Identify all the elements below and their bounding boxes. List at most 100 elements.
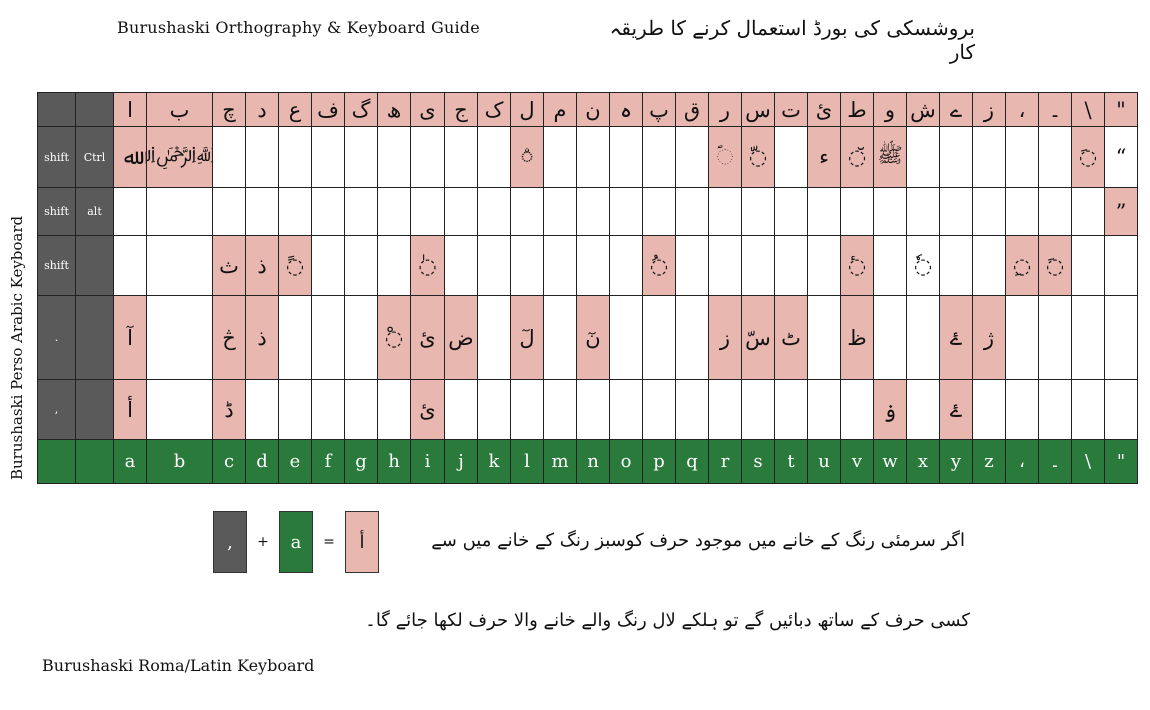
arabic-key-cell: ◌ٰ	[411, 236, 445, 296]
arabic-key-cell	[1072, 236, 1105, 296]
arabic-key-cell: ٹ	[775, 296, 808, 380]
arabic-key-cell: ز	[709, 296, 742, 380]
arabic-key-cell	[610, 380, 643, 440]
arabic-key-cell: ق	[676, 93, 709, 127]
arabic-key-cell: ◌̆	[841, 127, 874, 188]
arabic-key-cell: أ	[114, 380, 147, 440]
arabic-key-cell	[940, 188, 973, 236]
arabic-key-cell	[940, 236, 973, 296]
arabic-key-cell	[610, 127, 643, 188]
arabic-key-cell: ض	[445, 296, 478, 380]
arabic-key-cell: آ	[114, 296, 147, 380]
arabic-key-cell: ئ	[411, 380, 445, 440]
arabic-key-cell	[775, 127, 808, 188]
modifier-cell: ,	[38, 380, 76, 440]
arabic-key-cell: د	[246, 93, 279, 127]
arabic-key-cell: ◌َ	[1039, 236, 1072, 296]
arabic-key-cell: نٓ	[577, 296, 610, 380]
arabic-key-cell	[676, 296, 709, 380]
arabic-key-cell	[1006, 380, 1039, 440]
arabic-key-cell: ﷲ	[114, 127, 147, 188]
arabic-key-cell	[411, 188, 445, 236]
arabic-key-cell: ز	[973, 93, 1006, 127]
arabic-key-cell	[709, 380, 742, 440]
arabic-key-cell	[378, 188, 411, 236]
arabic-key-cell: ◌ُ	[643, 236, 676, 296]
arabic-key-cell	[676, 380, 709, 440]
arabic-key-cell: ک	[478, 93, 511, 127]
latin-key-cell: z	[973, 440, 1006, 484]
arabic-key-cell: و	[874, 93, 907, 127]
arabic-key-cell	[246, 380, 279, 440]
latin-key-cell: t	[775, 440, 808, 484]
example-grey-key: ,	[213, 511, 247, 573]
arabic-key-cell	[279, 188, 312, 236]
arabic-key-cell	[973, 380, 1006, 440]
arabic-key-cell	[312, 127, 345, 188]
arabic-key-cell: ر	[709, 93, 742, 127]
arabic-key-cell: "	[1105, 93, 1138, 127]
arabic-key-cell	[312, 380, 345, 440]
arabic-key-cell	[147, 188, 213, 236]
latin-key-cell: l	[511, 440, 544, 484]
arabic-key-cell: ج	[445, 93, 478, 127]
arabic-key-cell	[676, 236, 709, 296]
arabic-key-cell: ظ	[841, 296, 874, 380]
latin-key-cell: k	[478, 440, 511, 484]
arabic-key-cell	[577, 236, 610, 296]
arabic-key-cell	[213, 188, 246, 236]
arabic-key-cell	[511, 188, 544, 236]
arabic-key-cell: ◌ۨ	[511, 127, 544, 188]
arabic-key-cell: ◌ّ	[742, 127, 775, 188]
arabic-key-cell	[808, 188, 841, 236]
arabic-key-cell: ھ	[378, 93, 411, 127]
arabic-key-cell	[411, 127, 445, 188]
arabic-key-cell	[312, 188, 345, 236]
arabic-key-cell	[378, 236, 411, 296]
equals-sign: =	[323, 534, 335, 550]
arabic-key-cell: ہ	[610, 93, 643, 127]
arabic-key-cell: ،	[1006, 93, 1039, 127]
modifier-cell: .	[38, 296, 76, 380]
arabic-key-cell	[114, 188, 147, 236]
arabic-key-cell	[312, 296, 345, 380]
arabic-key-cell	[709, 236, 742, 296]
arabic-key-cell	[907, 127, 940, 188]
arabic-key-cell: گ	[345, 93, 378, 127]
arabic-key-cell	[1105, 380, 1138, 440]
arabic-key-cell	[544, 296, 577, 380]
latin-key-cell: o	[610, 440, 643, 484]
arabic-key-cell	[378, 380, 411, 440]
latin-key-cell: a	[114, 440, 147, 484]
example-equation: , + a = أ	[213, 511, 379, 573]
arabic-key-cell	[345, 127, 378, 188]
grid-row: ا ب چ د ع ف گ ھ ی ج ک ل م ن ہ پ ق ر س ت ئ ط و ش ے ز ، ۔ \ "	[38, 93, 1138, 127]
latin-key-cell: "	[1105, 440, 1138, 484]
keyboard-grid: ا ب چ د ع ف گ ھ ی ج ک ل م ن ہ پ ق ر س ت ئ ط و ش ے ز ، ۔ \ " shift Ctrl ﷲ…	[37, 92, 1138, 484]
modifier-cell	[76, 93, 114, 127]
arabic-key-cell	[676, 188, 709, 236]
arabic-key-cell	[345, 188, 378, 236]
arabic-key-cell	[246, 127, 279, 188]
arabic-key-cell	[874, 236, 907, 296]
arabic-key-cell	[511, 380, 544, 440]
arabic-key-cell: \	[1072, 93, 1105, 127]
latin-key-cell: v	[841, 440, 874, 484]
arabic-key-cell: سّ	[742, 296, 775, 380]
arabic-key-cell	[775, 236, 808, 296]
arabic-key-cell: م	[544, 93, 577, 127]
arabic-key-cell	[907, 188, 940, 236]
example-green-key: a	[279, 511, 313, 573]
arabic-key-cell	[1039, 380, 1072, 440]
arabic-key-cell	[445, 127, 478, 188]
arabic-key-cell	[907, 380, 940, 440]
arabic-key-cell	[742, 236, 775, 296]
arabic-key-cell	[643, 127, 676, 188]
arabic-key-cell	[511, 236, 544, 296]
arabic-key-cell	[808, 296, 841, 380]
arabic-key-cell	[544, 380, 577, 440]
arabic-key-cell	[147, 296, 213, 380]
arabic-key-cell	[742, 380, 775, 440]
latin-key-cell: w	[874, 440, 907, 484]
